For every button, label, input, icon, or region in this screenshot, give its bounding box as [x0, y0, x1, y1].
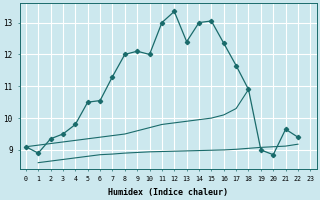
X-axis label: Humidex (Indice chaleur): Humidex (Indice chaleur)	[108, 188, 228, 197]
